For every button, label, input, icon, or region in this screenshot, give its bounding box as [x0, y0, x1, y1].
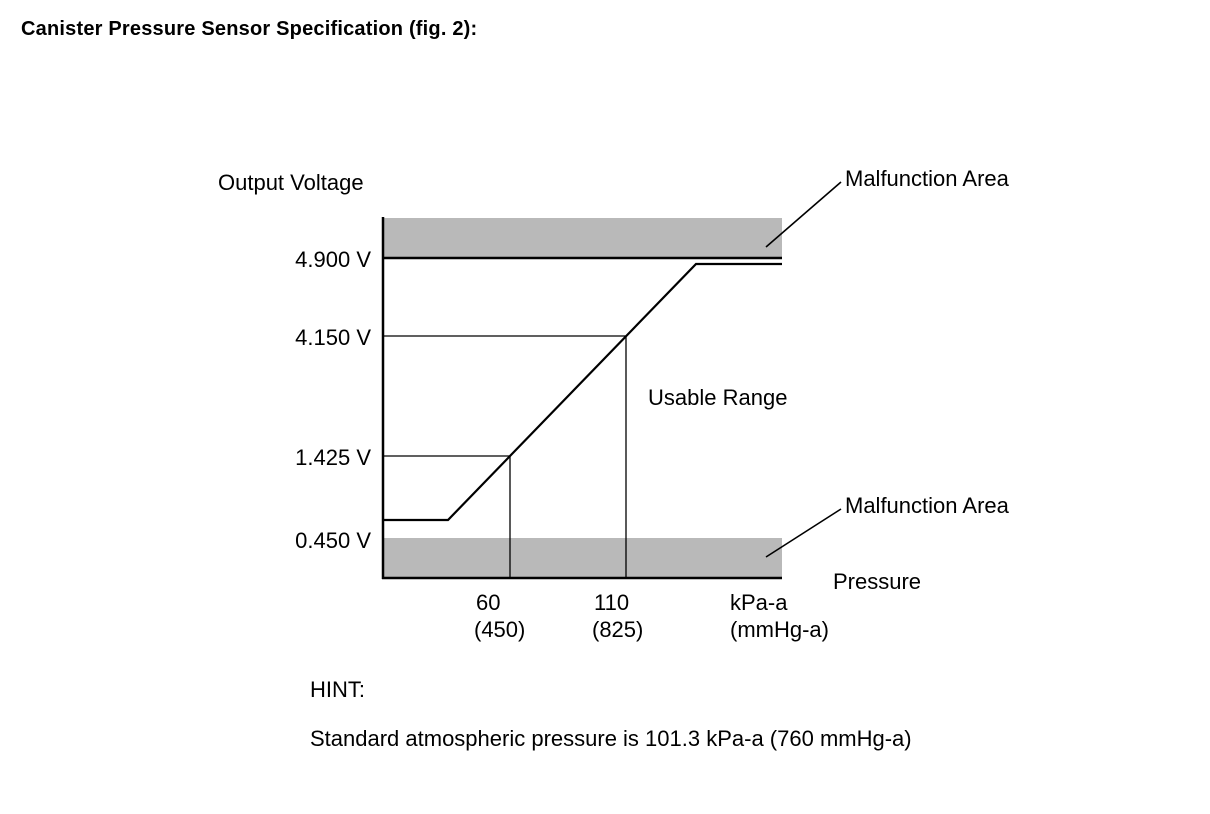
y-axis-label: Output Voltage	[218, 170, 364, 195]
x-tick-825: (825)	[592, 617, 644, 642]
x-axis-label: Pressure	[833, 569, 922, 594]
y-tick-4900: 4.900 V	[295, 247, 371, 272]
usable-range-label: Usable Range	[648, 385, 788, 410]
y-tick-1425: 1.425 V	[295, 445, 371, 470]
y-tick-0450: 0.450 V	[295, 528, 371, 553]
x-tick-110: 110	[594, 590, 630, 615]
malfunction-area-label-bottom: Malfunction Area	[845, 493, 1009, 518]
leader-line-top	[765, 181, 842, 248]
malfunction-area-label-top: Malfunction Area	[845, 166, 1009, 191]
x-unit-mmhg: (mmHg-a)	[730, 617, 829, 642]
hint-label: HINT:	[310, 677, 365, 702]
malfunction-band-top	[383, 218, 782, 258]
page-title: Canister Pressure Sensor Specification (…	[21, 18, 478, 40]
malfunction-band-bottom	[383, 538, 782, 578]
sensor-output-curve	[383, 262, 782, 522]
x-tick-450: (450)	[474, 617, 526, 642]
x-unit-kpa: kPa-a	[730, 590, 788, 615]
hint-text: Standard atmospheric pressure is 101.3 k…	[310, 726, 912, 751]
y-tick-4150: 4.150 V	[295, 325, 371, 350]
leader-line-bottom	[765, 508, 842, 558]
x-tick-60: 60	[476, 590, 501, 615]
